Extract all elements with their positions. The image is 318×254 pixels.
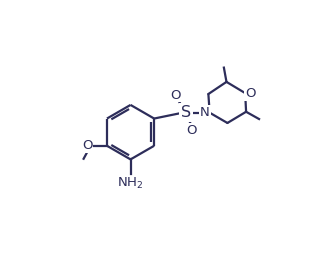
Text: S: S (181, 105, 191, 120)
Text: O: O (245, 87, 256, 100)
Text: NH$_2$: NH$_2$ (117, 176, 144, 191)
Text: N: N (200, 106, 210, 119)
Text: S: S (181, 105, 191, 120)
Text: O: O (186, 124, 197, 137)
Text: O: O (82, 139, 93, 152)
Text: N: N (200, 106, 210, 119)
Text: O: O (82, 139, 93, 152)
Text: O: O (245, 87, 256, 100)
Text: O: O (170, 89, 181, 102)
